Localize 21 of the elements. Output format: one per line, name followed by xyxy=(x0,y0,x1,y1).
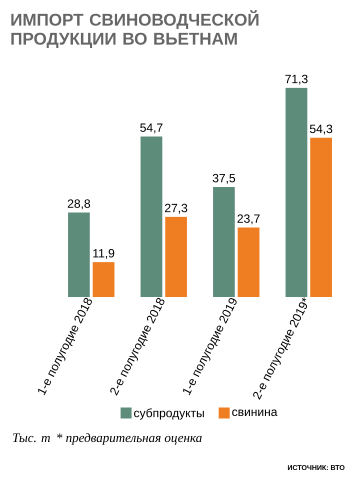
data-label: 71,3 xyxy=(285,74,308,85)
bar xyxy=(310,138,332,297)
bar xyxy=(92,262,114,297)
bar xyxy=(238,227,260,297)
data-label: 54,7 xyxy=(140,124,162,134)
data-label: 27,3 xyxy=(164,204,188,214)
bar xyxy=(286,88,308,297)
bar xyxy=(68,212,90,297)
chart-title: ИМПОРТ СВИНОВОДЧЕСКОЙ ПРОДУКЦИИ ВО ВЬЕТНАМ xyxy=(11,10,258,48)
legend-label: свинина xyxy=(232,410,278,416)
text: * предварительная оценка xyxy=(57,432,202,445)
data-label: 37,5 xyxy=(212,174,236,184)
data-label: 11,9 xyxy=(93,248,114,259)
data-label: 54,3 xyxy=(310,124,332,135)
text: Тыс. т xyxy=(13,433,50,442)
data-label: 28,8 xyxy=(68,199,90,210)
bar xyxy=(140,136,162,297)
bar xyxy=(165,216,187,297)
legend-label: субпродукты xyxy=(134,408,204,420)
data-label: 23,7 xyxy=(237,214,260,224)
bar xyxy=(213,186,235,297)
